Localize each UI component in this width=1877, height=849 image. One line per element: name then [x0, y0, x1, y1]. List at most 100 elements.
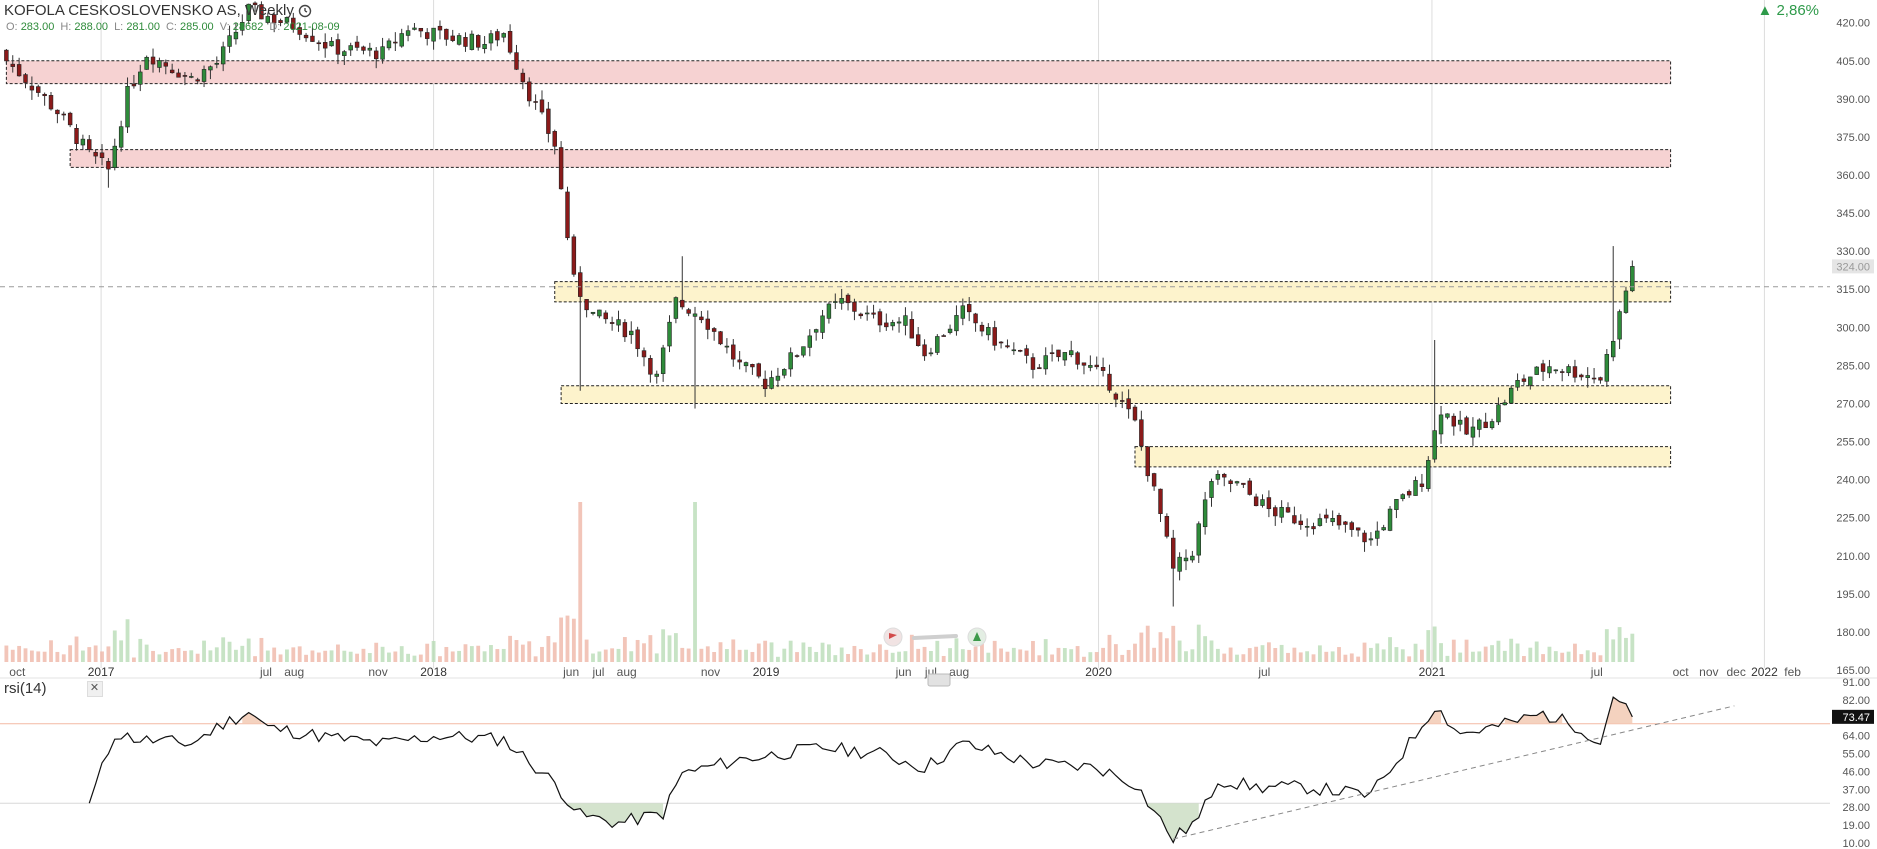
candle[interactable]	[1508, 387, 1514, 404]
candle[interactable]	[603, 312, 608, 320]
candle[interactable]	[1445, 413, 1450, 418]
candle[interactable]	[1113, 393, 1119, 400]
candle[interactable]	[514, 52, 519, 70]
candle[interactable]	[1120, 400, 1125, 402]
candle[interactable]	[1017, 350, 1023, 352]
candle[interactable]	[686, 309, 691, 314]
candle[interactable]	[527, 81, 532, 102]
candle[interactable]	[1489, 421, 1495, 429]
candle[interactable]	[1547, 366, 1552, 374]
candle[interactable]	[1311, 526, 1316, 530]
candle[interactable]	[1266, 497, 1272, 510]
close-icon[interactable]: ✕	[86, 680, 103, 697]
candle[interactable]	[36, 86, 41, 93]
candle[interactable]	[1037, 367, 1042, 370]
candle[interactable]	[316, 42, 322, 45]
candle[interactable]	[960, 305, 966, 319]
candle[interactable]	[1260, 499, 1265, 506]
candle[interactable]	[405, 30, 411, 36]
candle[interactable]	[61, 113, 66, 116]
candle[interactable]	[348, 45, 353, 51]
candle[interactable]	[1273, 507, 1278, 517]
candle[interactable]	[1617, 311, 1622, 340]
candle[interactable]	[131, 83, 137, 87]
candle[interactable]	[1406, 491, 1412, 496]
candle[interactable]	[641, 350, 647, 358]
candle[interactable]	[546, 108, 551, 134]
candle[interactable]	[252, 2, 258, 6]
candle[interactable]	[271, 14, 277, 24]
candle[interactable]	[1330, 518, 1335, 523]
candle[interactable]	[125, 85, 130, 128]
candle[interactable]	[852, 301, 857, 312]
candle[interactable]	[1132, 406, 1138, 421]
candle[interactable]	[1324, 514, 1329, 519]
candle[interactable]	[1400, 494, 1406, 499]
candle[interactable]	[1190, 555, 1195, 561]
candle[interactable]	[4, 49, 9, 62]
candle[interactable]	[1610, 340, 1616, 358]
candle[interactable]	[1521, 378, 1527, 382]
candle[interactable]	[1177, 556, 1182, 572]
candle[interactable]	[629, 330, 634, 336]
rsi-trendline[interactable]	[1173, 705, 1735, 840]
candle[interactable]	[93, 152, 98, 157]
candle[interactable]	[1528, 376, 1533, 386]
candle[interactable]	[1566, 366, 1571, 374]
candle[interactable]	[1426, 460, 1431, 489]
candle[interactable]	[322, 42, 328, 49]
candle[interactable]	[176, 72, 181, 78]
candle[interactable]	[1559, 371, 1565, 373]
candle[interactable]	[1253, 496, 1259, 507]
candle[interactable]	[1056, 349, 1061, 358]
candle[interactable]	[303, 34, 309, 39]
candle[interactable]	[1432, 430, 1437, 460]
candle[interactable]	[750, 364, 755, 368]
candle[interactable]	[1591, 377, 1597, 380]
candle[interactable]	[1579, 374, 1584, 378]
candle[interactable]	[1209, 481, 1214, 498]
candle[interactable]	[801, 346, 806, 356]
support-zone[interactable]	[554, 281, 1672, 303]
candle[interactable]	[488, 33, 494, 44]
candle[interactable]	[463, 37, 468, 47]
candle[interactable]	[380, 46, 385, 60]
candle[interactable]	[1496, 404, 1501, 423]
candle[interactable]	[1387, 508, 1393, 531]
candle[interactable]	[240, 22, 245, 31]
candle[interactable]	[55, 109, 60, 115]
candle[interactable]	[565, 191, 570, 239]
candle[interactable]	[928, 352, 934, 355]
candle[interactable]	[1502, 402, 1508, 406]
candle[interactable]	[858, 313, 864, 317]
candle[interactable]	[660, 347, 666, 374]
candle[interactable]	[335, 39, 341, 55]
candle[interactable]	[208, 66, 213, 71]
candle[interactable]	[667, 321, 672, 347]
candle[interactable]	[87, 139, 92, 150]
candle[interactable]	[1604, 354, 1610, 382]
candle[interactable]	[1623, 290, 1629, 313]
candle[interactable]	[1081, 362, 1087, 366]
candle[interactable]	[1317, 518, 1323, 526]
candle[interactable]	[1540, 363, 1546, 372]
candle[interactable]	[1355, 527, 1361, 531]
rsi-line[interactable]	[88, 696, 1633, 844]
candle[interactable]	[711, 328, 717, 332]
candle[interactable]	[769, 377, 774, 389]
candle[interactable]	[16, 64, 22, 77]
candle[interactable]	[1043, 355, 1048, 370]
candle[interactable]	[1062, 352, 1068, 361]
candle[interactable]	[1349, 522, 1354, 530]
candle[interactable]	[743, 362, 749, 367]
candle[interactable]	[1030, 357, 1036, 370]
candle[interactable]	[99, 152, 105, 159]
candle[interactable]	[616, 319, 621, 326]
candle[interactable]	[954, 315, 959, 332]
price-axis[interactable]: 420.00 405.00 390.00 375.00 360.00 345.00 330.…	[1832, 18, 1874, 677]
drawing-toolbar[interactable]	[883, 627, 987, 647]
candle[interactable]	[163, 62, 168, 67]
candle[interactable]	[590, 311, 596, 314]
candle[interactable]	[1215, 473, 1221, 480]
